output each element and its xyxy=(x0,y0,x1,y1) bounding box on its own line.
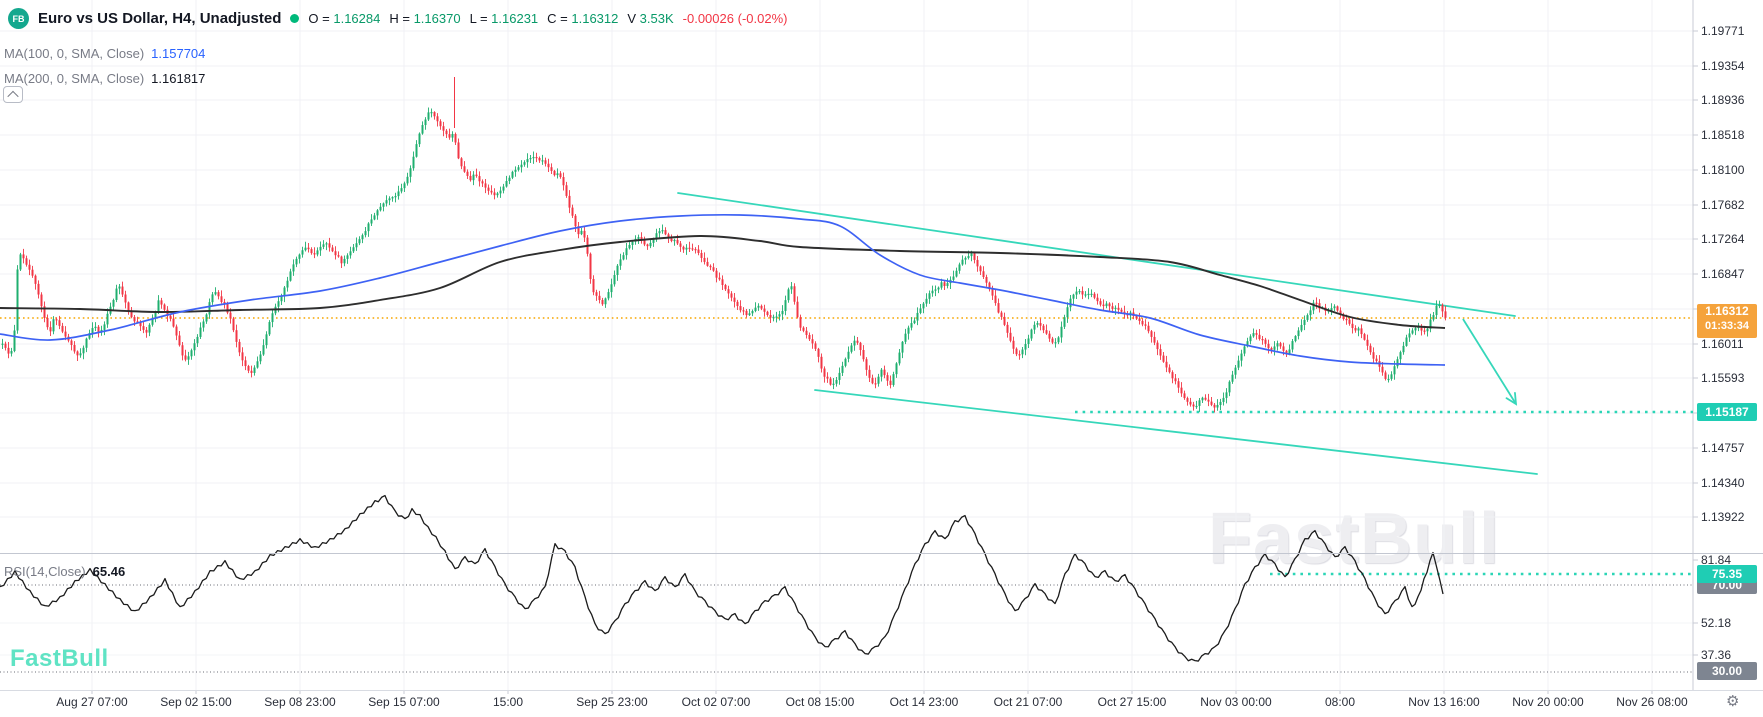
time-tick-label: Nov 13 16:00 xyxy=(1408,695,1480,709)
ma100-legend[interactable]: MA(100, 0, SMA, Close) 1.157704 xyxy=(4,46,205,61)
time-tick-label: Nov 03 00:00 xyxy=(1200,695,1272,709)
price-tick-label: 1.16011 xyxy=(1701,337,1744,351)
ohlc-close: C = 1.16312 xyxy=(547,11,619,26)
price-tick-label: 1.15593 xyxy=(1701,371,1745,385)
price-tick-label: 1.18936 xyxy=(1701,93,1745,107)
rsi-tick-label: 37.36 xyxy=(1701,648,1732,662)
last-price-badge: 1.16312 01:33:34 xyxy=(1697,304,1757,338)
collapse-legend-button[interactable] xyxy=(3,86,23,103)
ohlc-low: L = 1.16231 xyxy=(469,11,539,26)
ohlc-open: O = 1.16284 xyxy=(308,11,381,26)
price-tick-label: 1.18100 xyxy=(1701,163,1745,177)
chevron-up-icon xyxy=(7,90,19,102)
price-tick-label: 1.17264 xyxy=(1701,232,1745,246)
rsi-30-level-badge: 30.00 xyxy=(1697,662,1757,680)
time-tick-label: Oct 27 15:00 xyxy=(1097,695,1167,709)
time-axis-separator xyxy=(0,690,1763,691)
time-tick-label: Nov 20 00:00 xyxy=(1512,695,1584,709)
time-tick-label: Oct 02 07:00 xyxy=(681,695,751,709)
ma200-value: 1.161817 xyxy=(151,71,206,86)
time-tick-label: 15:00 xyxy=(492,695,524,709)
ma200-label: MA(200, 0, SMA, Close) xyxy=(4,71,145,86)
time-tick-label: Sep 08 23:00 xyxy=(264,695,336,709)
symbol-logo-icon: FB xyxy=(8,8,29,29)
price-tick-label: 1.17682 xyxy=(1701,198,1745,212)
symbol-header: FB Euro vs US Dollar, H4, Unadjusted O =… xyxy=(8,8,787,29)
rsi-legend[interactable]: RSI(14,Close) 65.46 xyxy=(4,564,125,579)
ma200-legend[interactable]: MA(200, 0, SMA, Close) 1.161817 xyxy=(4,71,205,86)
gear-icon[interactable]: ⚙ xyxy=(1726,693,1740,710)
rsi-tick-label: 81.84 xyxy=(1701,553,1732,567)
time-tick-label: Aug 27 07:00 xyxy=(56,695,128,709)
price-tick-label: 1.14340 xyxy=(1701,476,1745,490)
time-tick-label: Oct 08 15:00 xyxy=(785,695,855,709)
price-change: -0.00026 (-0.02%) xyxy=(682,11,788,26)
rsi-label: RSI(14,Close) xyxy=(4,564,86,579)
time-tick-label: Oct 21 07:00 xyxy=(993,695,1063,709)
live-status-dot-icon xyxy=(290,14,300,23)
time-tick-label: 08:00 xyxy=(1324,695,1356,709)
ohlc-high: H = 1.16370 xyxy=(389,11,461,26)
time-tick-label: Sep 25 23:00 xyxy=(576,695,648,709)
pane-separator[interactable] xyxy=(0,553,1763,554)
price-tick-label: 1.13922 xyxy=(1701,510,1745,524)
volume: V 3.53K xyxy=(627,11,674,26)
time-tick-label: Oct 14 23:00 xyxy=(889,695,959,709)
time-tick-label: Sep 15 07:00 xyxy=(368,695,440,709)
price-tick-label: 1.16847 xyxy=(1701,267,1745,281)
fastbull-logo: FastBull xyxy=(10,645,109,672)
support-price-badge: 1.15187 xyxy=(1697,403,1757,421)
time-tick-label: Nov 26 08:00 xyxy=(1616,695,1688,709)
rsi-drawn-level-badge: 75.35 xyxy=(1697,565,1757,583)
ma100-label: MA(100, 0, SMA, Close) xyxy=(4,46,145,61)
price-tick-label: 1.18518 xyxy=(1701,128,1745,142)
ma100-value: 1.157704 xyxy=(151,46,206,61)
rsi-value: 65.46 xyxy=(92,564,126,579)
time-tick-label: Sep 02 15:00 xyxy=(160,695,232,709)
symbol-title[interactable]: Euro vs US Dollar, H4, Unadjusted xyxy=(38,10,282,27)
price-tick-label: 1.19771 xyxy=(1701,24,1745,38)
rsi-tick-label: 52.18 xyxy=(1701,616,1732,630)
price-tick-label: 1.19354 xyxy=(1701,59,1745,73)
price-tick-label: 1.14757 xyxy=(1701,441,1745,455)
